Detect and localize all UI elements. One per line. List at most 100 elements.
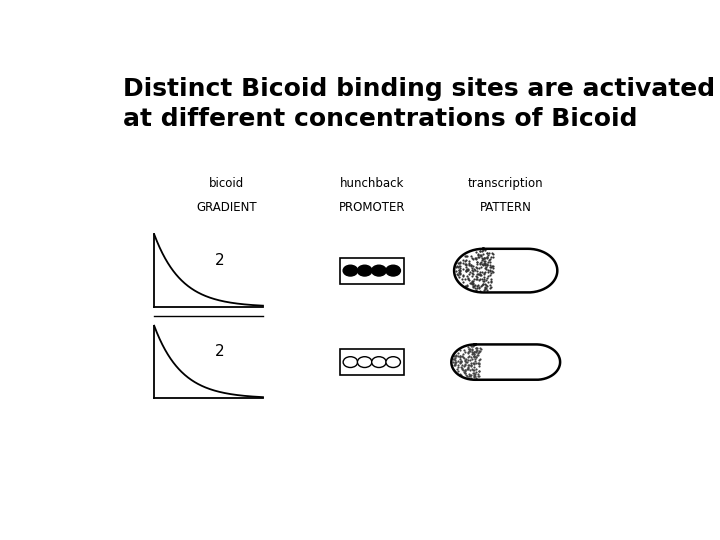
Point — [463, 265, 474, 273]
Point — [462, 348, 474, 356]
Point — [454, 370, 465, 379]
Point — [469, 266, 481, 274]
Point — [479, 257, 490, 266]
Point — [476, 251, 487, 259]
Point — [448, 361, 459, 369]
Circle shape — [372, 357, 386, 368]
Point — [469, 356, 481, 365]
Point — [475, 258, 487, 266]
Point — [474, 270, 486, 279]
Point — [466, 276, 477, 285]
Point — [456, 271, 468, 279]
Point — [472, 359, 484, 367]
Point — [466, 346, 477, 354]
Point — [458, 277, 469, 286]
Point — [476, 263, 487, 272]
Point — [462, 362, 473, 371]
Point — [471, 359, 482, 368]
Point — [485, 283, 496, 292]
Point — [455, 357, 467, 366]
Point — [470, 254, 482, 262]
Point — [474, 274, 485, 283]
Point — [459, 366, 471, 375]
Point — [460, 263, 472, 272]
Point — [448, 354, 459, 363]
Point — [472, 349, 483, 357]
Point — [464, 279, 476, 287]
Point — [482, 266, 493, 275]
Point — [455, 362, 467, 371]
Point — [469, 347, 480, 356]
Point — [469, 372, 481, 380]
Point — [476, 281, 487, 289]
Point — [473, 360, 485, 369]
Point — [468, 265, 480, 274]
Point — [454, 346, 465, 355]
Point — [452, 349, 464, 357]
Point — [454, 267, 465, 276]
Point — [485, 281, 496, 289]
Point — [474, 247, 485, 256]
Point — [484, 262, 495, 271]
Point — [479, 253, 490, 262]
Point — [482, 260, 493, 268]
Point — [485, 263, 497, 272]
Point — [469, 370, 480, 379]
Point — [476, 254, 487, 262]
Point — [458, 353, 469, 362]
Point — [457, 272, 469, 281]
Point — [474, 347, 486, 356]
Point — [470, 263, 482, 272]
Point — [462, 364, 474, 373]
Point — [466, 278, 477, 286]
Point — [474, 250, 485, 259]
Point — [470, 275, 482, 284]
Point — [472, 284, 483, 293]
Point — [454, 262, 466, 271]
Point — [456, 360, 468, 369]
Point — [473, 348, 485, 357]
Point — [466, 364, 477, 373]
Point — [487, 264, 499, 273]
Wedge shape — [451, 345, 475, 380]
Point — [470, 343, 482, 352]
Point — [456, 364, 468, 373]
Point — [487, 268, 498, 277]
Point — [467, 254, 478, 262]
Point — [470, 247, 482, 256]
Point — [462, 282, 473, 291]
Circle shape — [372, 265, 386, 276]
Point — [472, 369, 484, 378]
Point — [454, 357, 466, 366]
Point — [472, 281, 484, 289]
Point — [467, 264, 478, 272]
Point — [468, 352, 480, 360]
Point — [473, 347, 485, 356]
Point — [449, 360, 461, 368]
Point — [454, 258, 466, 267]
Point — [480, 284, 492, 292]
Point — [481, 261, 492, 269]
Circle shape — [386, 357, 400, 368]
Point — [466, 345, 477, 354]
Point — [487, 253, 498, 262]
Point — [472, 344, 483, 353]
Point — [462, 266, 474, 274]
Point — [454, 358, 466, 367]
Point — [459, 281, 471, 290]
Point — [457, 259, 469, 267]
Point — [485, 267, 496, 276]
Point — [485, 269, 497, 278]
Point — [449, 354, 461, 362]
Point — [463, 269, 474, 278]
Point — [471, 264, 482, 272]
Point — [457, 353, 469, 361]
Point — [466, 252, 477, 260]
Point — [481, 253, 492, 262]
Point — [463, 345, 474, 353]
Point — [463, 258, 474, 267]
Point — [463, 274, 474, 283]
Point — [467, 270, 479, 279]
Point — [480, 265, 492, 274]
Point — [480, 281, 492, 289]
